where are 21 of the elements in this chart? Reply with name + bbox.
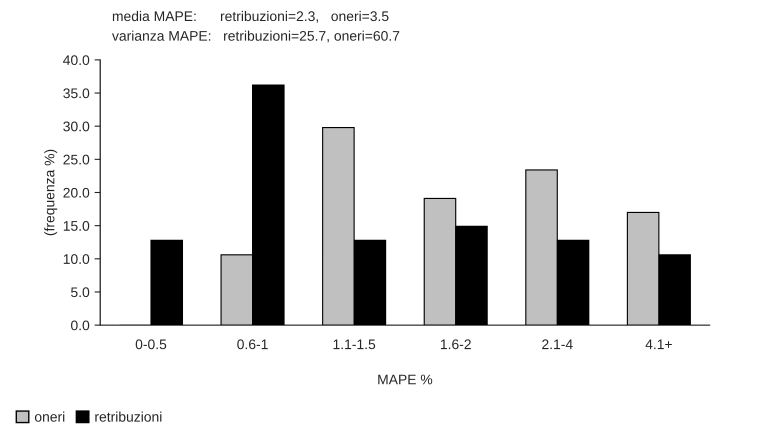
y-tick-label: 30.0 [63,122,90,132]
legend-label: retribuzioni [95,412,162,422]
x-axis-title: MAPE % [378,374,432,384]
y-axis-title: (frequenza %) [44,150,58,236]
y-tick-label: 40.0 [63,55,90,66]
x-tick-label: 4.1+ [645,340,672,350]
x-tick-label: 1.1-1.5 [334,340,376,350]
y-tick-label: 25.0 [63,154,90,165]
x-tick-label: 0-0.5 [136,339,166,350]
y-tick-label: 5.0 [71,287,90,298]
x-tick-label: 0.6-1 [237,339,268,350]
legend-label: oneri [34,412,64,422]
y-tick-label: 0.0 [71,320,90,330]
y-tick-label: 35.0 [63,88,90,98]
y-tick-label: 20.0 [63,188,90,198]
text: media MAPE: retribuzioni=2.3, oneri=3.5 [112,10,389,23]
x-tick-label: 2.1-4 [542,339,573,350]
x-tick-label: 1.6-2 [440,339,471,350]
text: varianza MAPE: retribuzioni=25.7, oneri=60.7 [112,30,400,42]
y-tick-label: 10.0 [64,254,90,264]
y-tick-label: 15.0 [64,220,90,231]
